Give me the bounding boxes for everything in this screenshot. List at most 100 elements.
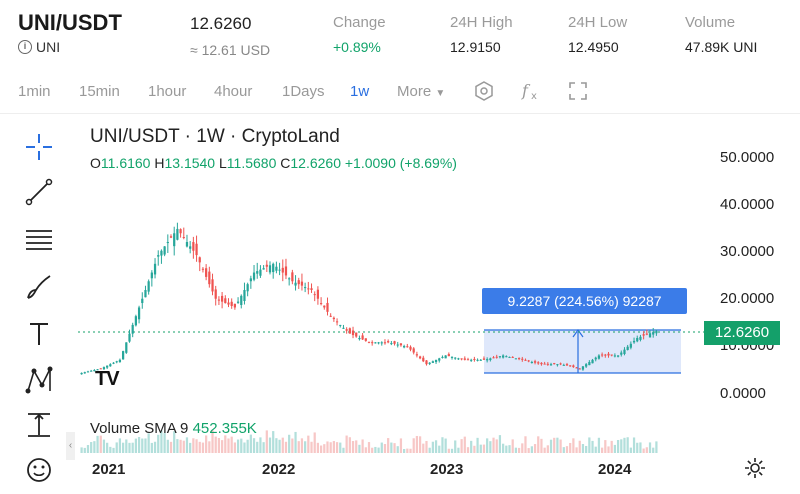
candle — [502, 355, 505, 358]
candle — [141, 298, 144, 304]
tf-4hour[interactable]: 4hour — [214, 83, 253, 100]
stat-key: Change — [333, 14, 386, 31]
volume-bar — [128, 442, 131, 453]
volume-bar — [543, 447, 546, 453]
candle — [597, 355, 601, 359]
volume-bar — [588, 437, 591, 453]
candle — [265, 264, 268, 267]
crosshair-icon[interactable] — [24, 132, 54, 162]
volume-bar — [591, 440, 594, 453]
candle — [185, 242, 189, 247]
candle — [153, 263, 157, 275]
volume-bar — [434, 440, 438, 453]
volume-bar — [326, 441, 329, 453]
stat-value: +0.89% — [333, 39, 381, 55]
volume-bar — [307, 435, 310, 453]
candle — [182, 237, 185, 239]
volume-bar — [473, 445, 476, 453]
volume-bar — [80, 447, 83, 453]
svg-text:x: x — [531, 91, 537, 102]
fx-indicators-icon[interactable]: f x — [520, 80, 542, 102]
volume-bar — [498, 435, 502, 453]
volume-bar — [581, 444, 585, 453]
candle — [530, 362, 533, 363]
volume-bar — [141, 438, 144, 453]
collapse-panel-button[interactable]: ‹ — [66, 432, 75, 460]
hexagon-settings-icon[interactable] — [473, 80, 495, 102]
volume-bar — [147, 433, 150, 453]
candle — [377, 342, 380, 344]
candle — [412, 348, 415, 353]
candle — [361, 335, 364, 340]
volume-bar — [335, 442, 339, 453]
volume-bar — [189, 442, 192, 453]
volume-bar — [332, 441, 335, 453]
volume-bar — [233, 442, 236, 453]
brush-icon[interactable] — [24, 272, 54, 302]
volume-bar — [540, 438, 543, 453]
info-icon[interactable]: i — [18, 40, 32, 54]
candle — [99, 368, 102, 370]
tf-1min[interactable]: 1min — [18, 83, 51, 100]
candle — [313, 294, 316, 296]
volume-bar — [514, 447, 518, 453]
tf-15min[interactable]: 15min — [79, 83, 120, 100]
stat-value: 12.9150 — [450, 39, 501, 55]
volume-bar — [476, 437, 479, 453]
stat-key: 24H Low — [568, 14, 628, 31]
candle — [463, 358, 466, 360]
base-asset[interactable]: i UNI — [18, 39, 60, 55]
candle — [323, 305, 326, 308]
volume-bar — [310, 441, 313, 453]
candle — [505, 356, 508, 358]
candle — [131, 324, 134, 334]
volume-bar — [364, 447, 367, 453]
volume-bar — [208, 441, 211, 453]
tf-1hour[interactable]: 1hour — [148, 83, 187, 100]
candle — [540, 362, 543, 365]
horizontal-lines-icon[interactable] — [24, 225, 54, 255]
volume-bar — [486, 438, 489, 453]
volume-bar — [371, 447, 374, 453]
volume-bar — [636, 442, 639, 453]
stat-volume: Volume 47.89K UNI — [685, 14, 757, 55]
volume-bar — [224, 435, 227, 453]
candle — [240, 295, 243, 305]
volume-bar — [304, 441, 307, 453]
volume-bar — [125, 439, 128, 453]
tf-1w[interactable]: 1w — [350, 83, 370, 100]
candle — [613, 355, 617, 357]
price-chart[interactable] — [78, 116, 800, 494]
emoji-icon[interactable] — [24, 455, 54, 485]
candle — [537, 362, 540, 364]
tradingview-logo[interactable]: TV — [95, 368, 120, 390]
text-icon[interactable] — [24, 319, 54, 349]
ohlc-low: 11.5680 — [226, 155, 277, 171]
volume-bar — [131, 442, 134, 453]
tf-1days[interactable]: 1Days — [282, 83, 325, 100]
candle — [626, 346, 629, 350]
pair-title[interactable]: UNI/USDT — [18, 10, 122, 35]
volume-bar — [121, 442, 125, 453]
volume-bar — [383, 443, 387, 453]
measure-icon[interactable] — [24, 410, 54, 440]
trendline-icon[interactable] — [24, 177, 54, 207]
ticker-header: UNI/USDT i UNI 12.6260 ≈ 12.61 USD Chang… — [0, 0, 800, 66]
candle — [482, 358, 486, 360]
candle — [307, 288, 310, 290]
volume-bar — [182, 440, 185, 453]
volume-bar — [230, 436, 233, 453]
candle — [275, 266, 278, 271]
candle — [310, 288, 313, 290]
more-dropdown[interactable]: More ▼ — [397, 83, 445, 100]
candle — [438, 358, 441, 361]
volume-bar — [575, 447, 578, 453]
settings-gear-icon[interactable] — [744, 457, 766, 479]
pattern-icon[interactable] — [24, 365, 54, 395]
volume-bar — [246, 439, 249, 453]
candle — [578, 368, 581, 370]
candle — [109, 364, 112, 367]
fullscreen-icon[interactable] — [567, 80, 589, 102]
volume-bar — [163, 433, 166, 453]
volume-bar — [272, 431, 275, 453]
